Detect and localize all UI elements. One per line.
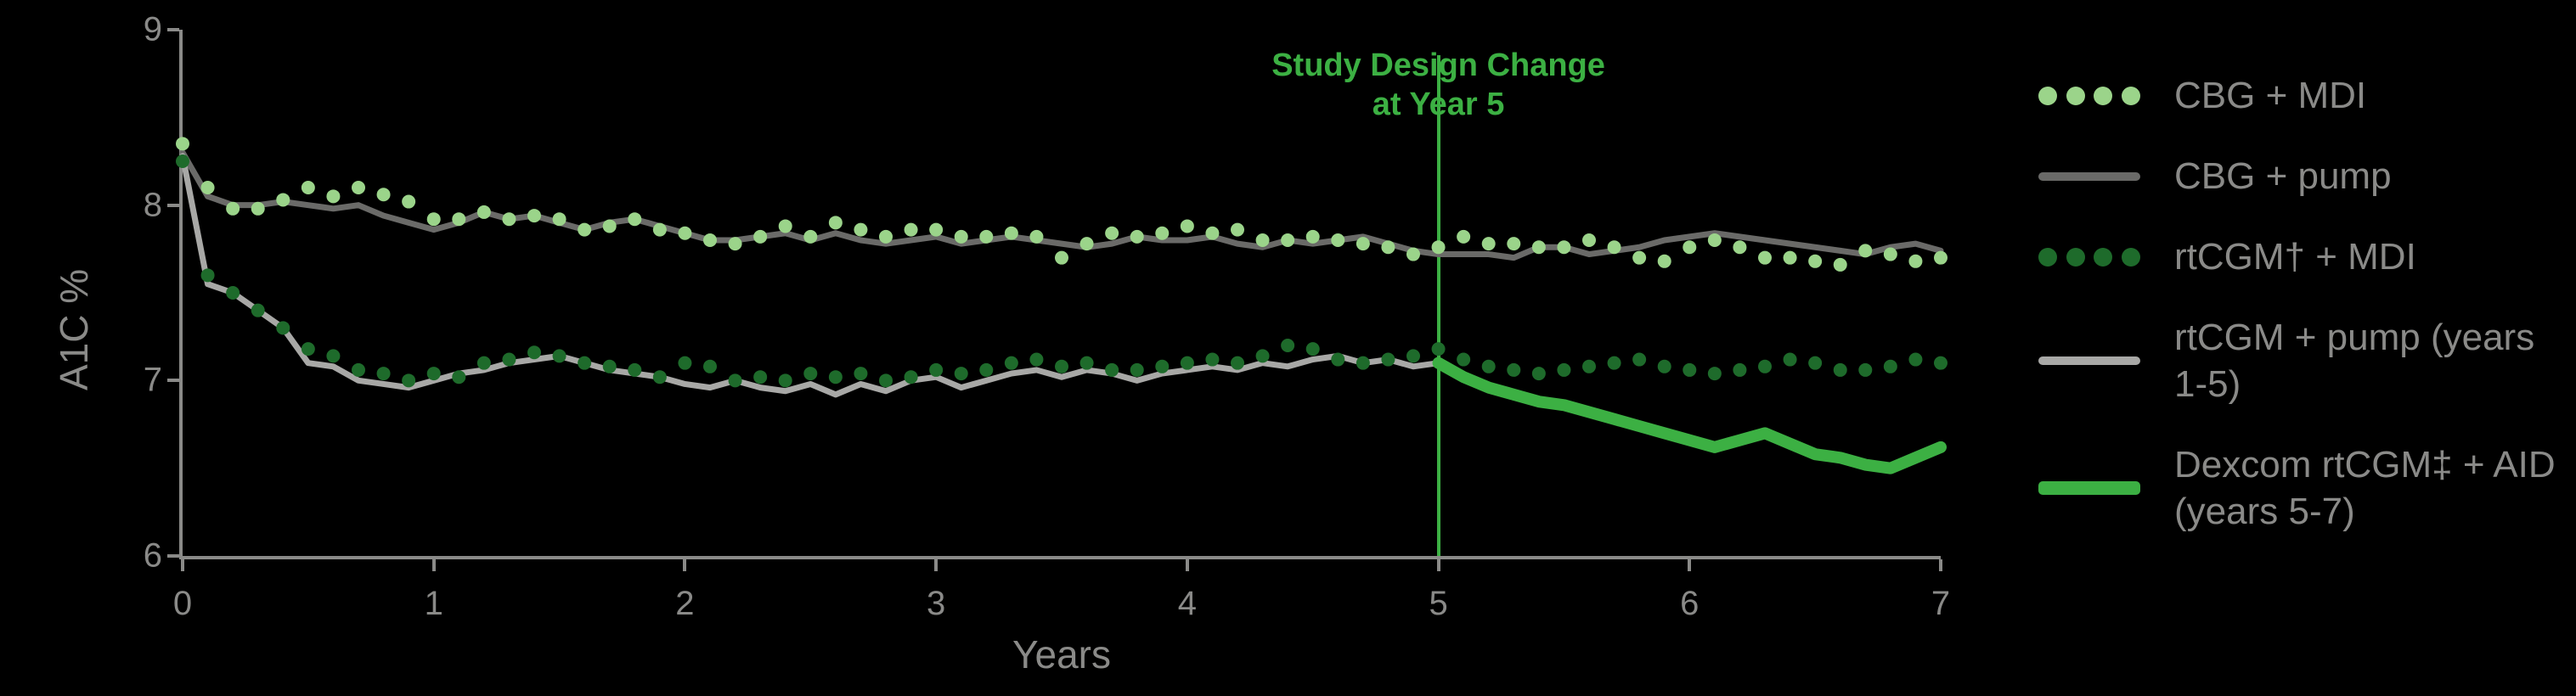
y-tick <box>167 379 179 382</box>
x-tick-label: 6 <box>1680 585 1699 623</box>
y-tick <box>167 28 179 31</box>
plot-area: 678901234567Study Design Changeat Year 5 <box>183 30 1941 556</box>
chart-container: A1C % 678901234567Study Design Changeat … <box>0 0 2576 696</box>
x-tick <box>432 559 436 571</box>
x-tick-label: 4 <box>1178 585 1197 623</box>
x-axis-title: Years <box>1012 631 1111 677</box>
x-tick <box>181 559 184 571</box>
x-tick <box>683 559 686 571</box>
legend-label: CBG + pump <box>2174 153 2392 199</box>
legend-item-rtcgm_pump: rtCGM + pump (years 1-5) <box>2038 314 2576 407</box>
x-axis-line <box>183 556 1941 559</box>
legend-label: rtCGM† + MDI <box>2174 233 2416 280</box>
series-dexcom_aid <box>1439 363 1941 469</box>
y-axis-title: A1C % <box>51 269 97 390</box>
x-tick-label: 5 <box>1429 585 1447 623</box>
x-tick-label: 2 <box>675 585 694 623</box>
legend-marker <box>2038 356 2140 365</box>
legend-item-rtcgm_mdi: rtCGM† + MDI <box>2038 233 2576 280</box>
y-tick <box>167 554 179 558</box>
legend-marker <box>2038 172 2140 181</box>
legend-item-cbg_mdi: CBG + MDI <box>2038 72 2576 119</box>
series-rtcgm_pump <box>183 156 1439 395</box>
x-tick-label: 3 <box>927 585 945 623</box>
x-tick <box>1186 559 1189 571</box>
x-tick <box>934 559 938 571</box>
legend-label: rtCGM + pump (years 1-5) <box>2174 314 2576 407</box>
legend-marker <box>2038 247 2140 267</box>
legend-marker <box>2038 481 2140 495</box>
y-tick-label: 6 <box>111 537 162 575</box>
y-tick <box>167 204 179 207</box>
y-tick-label: 7 <box>111 362 162 400</box>
y-tick-label: 9 <box>111 11 162 49</box>
legend-marker <box>2038 86 2140 106</box>
x-tick <box>1688 559 1691 571</box>
legend-item-cbg_pump: CBG + pump <box>2038 153 2576 199</box>
legend: CBG + MDI CBG + pump rtCGM† + MDI rtCGM + p… <box>2038 72 2576 569</box>
series-rtcgm_mdi <box>176 154 1948 387</box>
x-tick-label: 0 <box>173 585 192 623</box>
x-tick-label: 1 <box>425 585 443 623</box>
y-tick-label: 8 <box>111 186 162 224</box>
plot-svg <box>183 30 1941 556</box>
legend-label: Dexcom rtCGM‡ + AID(years 5-7) <box>2174 441 2556 535</box>
series-cbg_pump <box>183 153 1941 258</box>
x-tick-label: 7 <box>1931 585 1950 623</box>
x-tick <box>1939 559 1942 571</box>
legend-label: CBG + MDI <box>2174 72 2366 119</box>
legend-item-dexcom_aid: Dexcom rtCGM‡ + AID(years 5-7) <box>2038 441 2576 535</box>
series-cbg_mdi <box>176 137 1948 272</box>
x-tick <box>1437 559 1440 571</box>
